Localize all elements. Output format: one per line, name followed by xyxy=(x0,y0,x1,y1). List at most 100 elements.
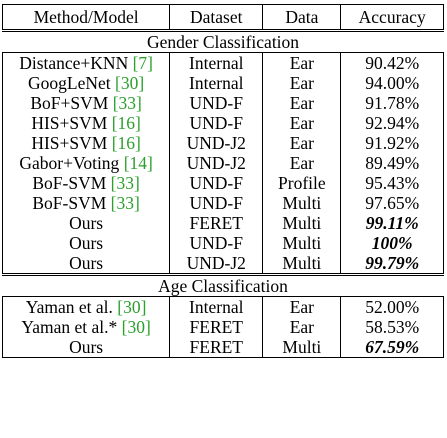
dataset-cell: Internal xyxy=(169,52,264,73)
dataset-cell: FERET xyxy=(169,337,264,358)
dataset-cell: UND-F xyxy=(169,173,264,193)
method-name: HIS+SVM xyxy=(31,113,112,133)
section-title: Gender Classification xyxy=(2,30,444,53)
citation-link[interactable]: [33] xyxy=(110,193,140,213)
dataset-cell: UND-F xyxy=(169,93,264,113)
dataset-cell: UND-J2 xyxy=(169,153,264,173)
method-cell: HIS+SVM [16] xyxy=(1,113,171,133)
dataset-cell: Internal xyxy=(169,73,264,93)
citation-link[interactable]: [30] xyxy=(115,73,145,93)
data-cell: Ear xyxy=(262,113,342,133)
accuracy-cell: 94.00% xyxy=(340,73,444,93)
data-cell: Multi xyxy=(262,337,342,358)
method-name: BoF+SVM xyxy=(30,93,113,113)
data-cell: Ear xyxy=(262,133,342,153)
accuracy-cell: 95.43% xyxy=(340,173,444,193)
table-row: Ours FERET Multi 99.11% xyxy=(1,213,444,233)
method-name: Yaman et al. xyxy=(25,297,118,317)
accuracy-cell: 92.94% xyxy=(340,113,444,133)
citation-link[interactable]: [30] xyxy=(117,297,147,317)
dataset-cell: UND-F xyxy=(169,113,264,133)
accuracy-cell: 89.49% xyxy=(340,153,444,173)
citation-link[interactable]: [14] xyxy=(123,153,153,173)
table-row: HIS+SVM [16] UND-F Ear 92.94% xyxy=(1,113,444,133)
method-cell: Yaman et al.* [30] xyxy=(1,317,171,337)
table-row: Ours FERET Multi 67.59% xyxy=(1,337,444,358)
data-cell: Multi xyxy=(262,193,342,213)
method-cell: Ours xyxy=(1,253,171,275)
accuracy-cell: 90.42% xyxy=(340,52,444,73)
method-cell: Ours xyxy=(1,337,171,358)
header-accuracy: Accuracy xyxy=(340,4,444,32)
accuracy-cell: 97.65% xyxy=(340,193,444,213)
method-cell: BoF-SVM [33] xyxy=(1,193,171,213)
method-cell: Yaman et al. [30] xyxy=(1,296,171,317)
table-body: Gender Classification Distance+KNN [7] Int… xyxy=(1,30,444,358)
method-name: BoF-SVM xyxy=(32,173,111,193)
data-cell: Multi xyxy=(262,213,342,233)
method-name: HIS+SVM xyxy=(31,133,112,153)
method-name: Ours xyxy=(69,213,104,233)
citation-link[interactable]: [30] xyxy=(121,317,151,337)
table-row: Yaman et al. [30] Internal Ear 52.00% xyxy=(1,296,444,317)
table-row: BoF+SVM [33] UND-F Ear 91.78% xyxy=(1,93,444,113)
method-cell: BoF-SVM [33] xyxy=(1,173,171,193)
table-row: Gabor+Voting [14] UND-J2 Ear 89.49% xyxy=(1,153,444,173)
accuracy-cell: 67.59% xyxy=(340,337,444,358)
data-cell: Ear xyxy=(262,52,342,73)
table-row: Yaman et al.* [30] FERET Ear 58.53% xyxy=(1,317,444,337)
section-header-row: Gender Classification xyxy=(2,30,444,53)
accuracy-cell: 58.53% xyxy=(340,317,444,337)
method-cell: Ours xyxy=(1,213,171,233)
method-name: Yaman et al.* xyxy=(21,317,122,337)
data-cell: Profile xyxy=(262,173,342,193)
data-cell: Ear xyxy=(262,93,342,113)
table-row: Distance+KNN [7] Internal Ear 90.42% xyxy=(1,52,444,73)
accuracy-cell: 52.00% xyxy=(340,296,444,317)
method-name: Ours xyxy=(69,253,104,273)
citation-link[interactable]: [33] xyxy=(112,93,142,113)
accuracy-cell: 99.11% xyxy=(340,213,444,233)
section-title: Age Classification xyxy=(2,273,444,297)
method-name: BoF-SVM xyxy=(32,193,111,213)
data-cell: Ear xyxy=(262,73,342,93)
method-cell: BoF+SVM [33] xyxy=(1,93,171,113)
table-row: HIS+SVM [16] UND-J2 Ear 91.92% xyxy=(1,133,444,153)
data-cell: Ear xyxy=(262,317,342,337)
citation-link[interactable]: [33] xyxy=(110,173,140,193)
citation-link[interactable]: [16] xyxy=(111,133,141,153)
dataset-cell: UND-J2 xyxy=(169,133,264,153)
header-row: Method/Model Dataset Data Accuracy xyxy=(1,4,444,32)
method-name: GoogLeNet xyxy=(28,73,116,93)
method-name: Ours xyxy=(69,233,104,253)
accuracy-cell: 91.78% xyxy=(340,93,444,113)
dataset-cell: FERET xyxy=(169,213,264,233)
table-row: Ours UND-J2 Multi 99.79% xyxy=(1,253,444,275)
data-cell: Multi xyxy=(262,233,342,253)
method-name: Distance+KNN xyxy=(19,53,133,73)
dataset-cell: UND-F xyxy=(169,193,264,213)
data-cell: Ear xyxy=(262,296,342,317)
header-method: Method/Model xyxy=(1,4,171,32)
dataset-cell: UND-J2 xyxy=(169,253,264,275)
method-cell: HIS+SVM [16] xyxy=(1,133,171,153)
dataset-cell: Internal xyxy=(169,296,264,317)
citation-link[interactable]: [16] xyxy=(111,113,141,133)
dataset-cell: UND-F xyxy=(169,233,264,253)
dataset-cell: FERET xyxy=(169,317,264,337)
table-row: BoF-SVM [33] UND-F Profile 95.43% xyxy=(1,173,444,193)
data-cell: Multi xyxy=(262,253,342,275)
header-data: Data xyxy=(262,4,342,32)
method-cell: Ours xyxy=(1,233,171,253)
method-name: Ours xyxy=(69,337,104,357)
citation-link[interactable]: [7] xyxy=(132,53,153,73)
accuracy-cell: 100% xyxy=(340,233,444,253)
table-row: Ours UND-F Multi 100% xyxy=(1,233,444,253)
table-row: GoogLeNet [30] Internal Ear 94.00% xyxy=(1,73,444,93)
data-cell: Ear xyxy=(262,153,342,173)
accuracy-cell: 91.92% xyxy=(340,133,444,153)
method-cell: GoogLeNet [30] xyxy=(1,73,171,93)
accuracy-cell: 99.79% xyxy=(340,253,444,275)
table-row: BoF-SVM [33] UND-F Multi 97.65% xyxy=(1,193,444,213)
results-table-container: Method/Model Dataset Data Accuracy Gende… xyxy=(1,4,444,358)
